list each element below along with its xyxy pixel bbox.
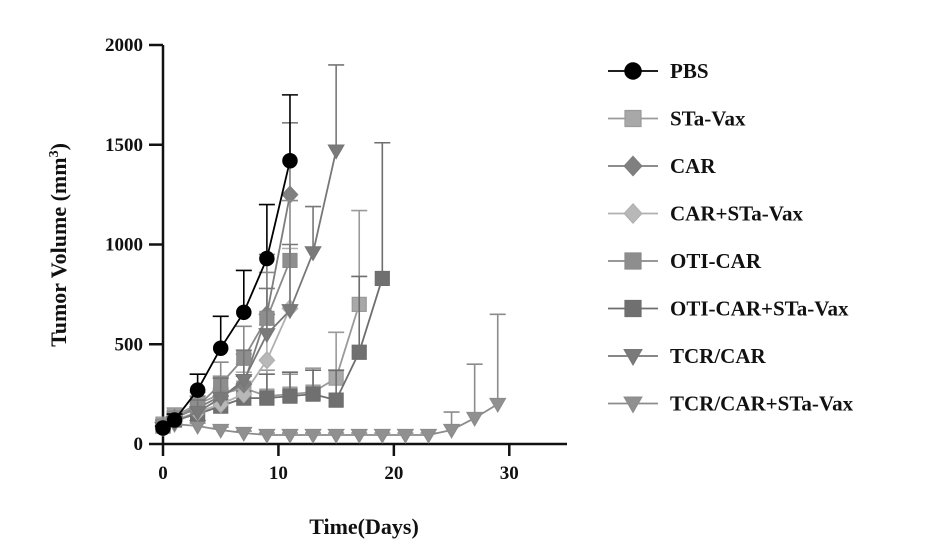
data-point-tcr-car-sta-vax bbox=[465, 411, 484, 427]
data-point-tcr-car bbox=[281, 304, 299, 320]
y-tick-label-500: 500 bbox=[115, 334, 144, 355]
data-point-tcr-car bbox=[327, 144, 345, 160]
data-point-oti-car-sta-vax bbox=[305, 386, 321, 402]
data-point-oti-car-sta-vax bbox=[259, 390, 275, 406]
data-point-tcr-car-sta-vax bbox=[419, 428, 438, 444]
y-axis-title-text: Tumor Volume (mm bbox=[46, 157, 71, 346]
x-tick-label-0: 0 bbox=[158, 463, 168, 484]
legend-label-tcr-car-sta-vax: TCR/CAR+STa-Vax bbox=[670, 392, 854, 416]
legend-label-car-sta-vax: CAR+STa-Vax bbox=[670, 202, 803, 226]
data-point-pbs bbox=[282, 152, 298, 169]
y-tick-label-1000: 1000 bbox=[105, 235, 143, 256]
y-tick-label-1500: 1500 bbox=[105, 135, 143, 156]
data-point-tcr-car-sta-vax bbox=[350, 428, 368, 444]
data-point-tcr-car-sta-vax bbox=[489, 397, 507, 413]
series-line-sta-vax bbox=[162, 304, 361, 425]
data-point-pbs bbox=[236, 304, 252, 321]
y-ticks: 0 500 1000 1500 2000 bbox=[105, 35, 163, 455]
legend-item-tcr-car-sta-vax: TCR/CAR+STa-Vax bbox=[608, 392, 854, 416]
data-point-tcr-car-sta-vax bbox=[211, 423, 230, 439]
legend-label-pbs: PBS bbox=[670, 59, 709, 83]
data-point-tcr-car-sta-vax bbox=[373, 428, 392, 444]
legend-marker-tcr-car-sta-vax bbox=[623, 396, 643, 414]
y-axis-title-close: ) bbox=[46, 143, 71, 150]
y-axis-title: Tumor Volume (mm3) bbox=[46, 143, 71, 347]
data-point-tcr-car bbox=[258, 328, 276, 344]
axes: 0 500 1000 1500 2000 0 10 20 30 bbox=[105, 35, 567, 484]
data-point-car-sta-vax bbox=[258, 350, 276, 370]
y-axis-title-superscript: 3 bbox=[47, 150, 62, 157]
legend-marker-oti-car-sta-vax bbox=[624, 299, 642, 318]
legend-item-sta-vax: STa-Vax bbox=[608, 107, 746, 131]
data-point-tcr-car-sta-vax bbox=[442, 423, 461, 439]
data-point-oti-car-sta-vax bbox=[282, 388, 298, 404]
data-point-pbs bbox=[189, 382, 206, 398]
legend-item-car: CAR bbox=[608, 154, 716, 178]
legend-marker-tcr-car bbox=[623, 349, 643, 366]
legend-item-oti-car-sta-vax: OTI-CAR+STa-Vax bbox=[608, 297, 849, 321]
data-point-tcr-car bbox=[188, 405, 207, 421]
legend-item-car-sta-vax: CAR+STa-Vax bbox=[608, 202, 803, 226]
x-tick-label-10: 10 bbox=[269, 463, 288, 484]
data-point-pbs bbox=[259, 250, 275, 267]
data-point-car-sta-vax bbox=[235, 384, 253, 404]
x-tick-label-20: 20 bbox=[384, 463, 403, 484]
series-line-tcr-car-sta-vax bbox=[162, 403, 499, 436]
legend-label-car: CAR bbox=[670, 154, 716, 178]
data-point-tcr-car-sta-vax bbox=[281, 428, 299, 444]
legend-marker-pbs bbox=[624, 62, 642, 80]
plot-area bbox=[154, 64, 507, 444]
series-pbs bbox=[155, 94, 298, 436]
legend: PBS STa-Vax CAR CAR+STa-Vax OTI-CAR OTI-CAR+S… bbox=[608, 59, 854, 416]
data-point-tcr-car-sta-vax bbox=[396, 428, 415, 444]
data-point-tcr-car-sta-vax bbox=[235, 426, 253, 442]
series-tcr-car bbox=[154, 64, 345, 437]
legend-label-oti-car-sta-vax: OTI-CAR+STa-Vax bbox=[670, 297, 849, 321]
data-point-oti-car-sta-vax bbox=[374, 270, 390, 287]
legend-item-oti-car: OTI-CAR bbox=[608, 249, 762, 273]
data-point-pbs bbox=[155, 420, 171, 436]
data-point-tcr-car-sta-vax bbox=[258, 428, 276, 444]
legend-label-oti-car: OTI-CAR bbox=[670, 249, 762, 273]
y-tick-label-2000: 2000 bbox=[105, 35, 143, 56]
data-point-pbs bbox=[166, 412, 183, 428]
data-point-oti-car-sta-vax bbox=[351, 344, 367, 360]
data-point-tcr-car bbox=[235, 373, 253, 390]
data-point-pbs bbox=[212, 340, 229, 356]
data-point-oti-car-sta-vax bbox=[328, 392, 344, 408]
data-point-tcr-car-sta-vax bbox=[304, 428, 322, 444]
x-ticks: 0 10 20 30 bbox=[158, 444, 519, 484]
data-point-tcr-car bbox=[211, 391, 230, 408]
legend-marker-oti-car bbox=[624, 252, 642, 270]
legend-marker-sta-vax bbox=[624, 109, 642, 128]
legend-label-tcr-car: TCR/CAR bbox=[670, 344, 767, 368]
legend-marker-car-sta-vax bbox=[623, 203, 643, 224]
x-tick-label-30: 30 bbox=[500, 463, 519, 484]
legend-marker-car bbox=[623, 155, 643, 177]
data-point-tcr-car bbox=[304, 246, 322, 262]
legend-item-pbs: PBS bbox=[608, 59, 709, 83]
y-tick-label-0: 0 bbox=[134, 434, 144, 455]
legend-item-tcr-car: TCR/CAR bbox=[608, 344, 767, 368]
x-axis-title: Time(Days) bbox=[309, 514, 419, 539]
legend-label-sta-vax: STa-Vax bbox=[670, 107, 746, 131]
data-point-tcr-car-sta-vax bbox=[327, 428, 345, 444]
